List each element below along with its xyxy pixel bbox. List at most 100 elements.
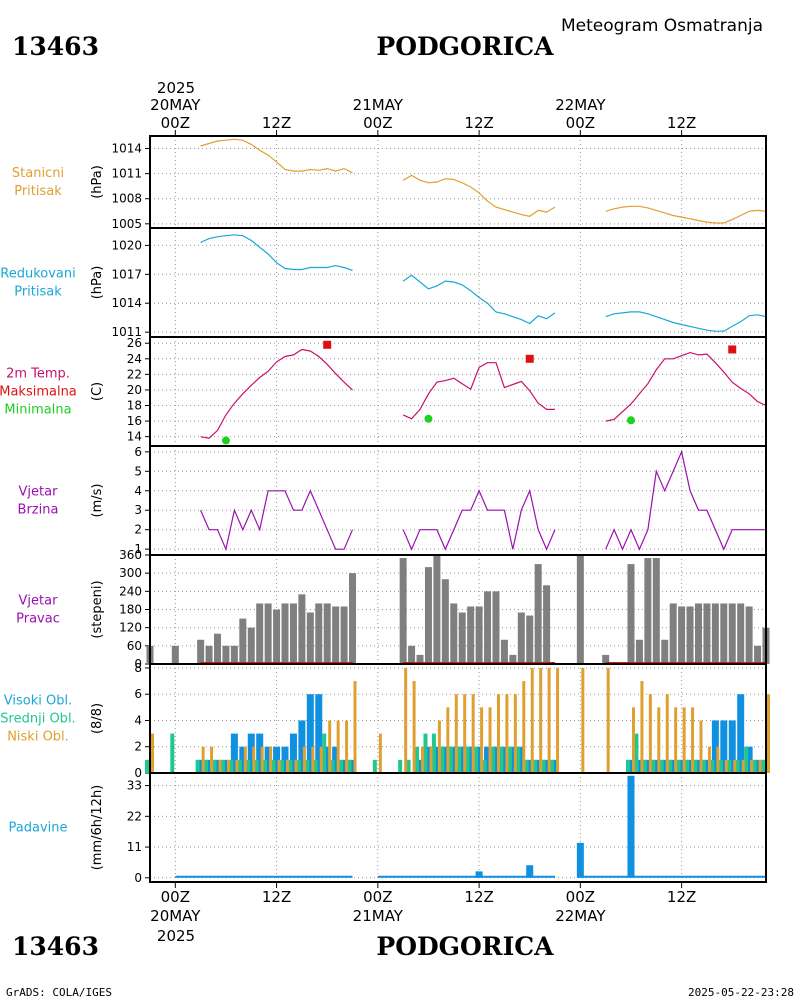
cloud-bar	[720, 720, 728, 773]
cloud-bar	[313, 759, 318, 773]
bar	[526, 615, 534, 664]
y-tick-label: 1005	[111, 217, 142, 231]
y-tick-label: 0	[134, 657, 142, 671]
bottom-year-label: 2025	[157, 927, 195, 945]
cloud-bar	[718, 759, 723, 773]
cloud-bar	[218, 759, 222, 773]
cloud-bar	[458, 746, 466, 773]
bar	[475, 871, 483, 878]
x-date-label-top: 22MAY	[555, 96, 606, 114]
bar	[711, 603, 719, 664]
panel-clouds: 0 2 4 6 8 (8/8) Visoki Obl. Srednji Obl. Niski O…	[0, 661, 770, 780]
panel-label: Vjetar	[19, 594, 59, 609]
y-tick-label: 6	[134, 445, 142, 459]
bar	[644, 558, 652, 664]
cloud-bar	[222, 759, 230, 773]
bar	[534, 564, 542, 664]
cloud-bar	[404, 667, 408, 773]
cloud-bar	[631, 707, 635, 773]
bar	[669, 603, 677, 664]
panel-label: Minimalna	[4, 403, 71, 418]
cloud-bar	[416, 759, 424, 773]
cloud-bar	[431, 733, 436, 773]
bar	[475, 606, 483, 664]
cloud-bar	[471, 694, 475, 773]
cloud-bar	[686, 759, 694, 773]
bar	[171, 645, 179, 664]
y-tick-label: 4	[134, 713, 142, 727]
panel-label: Maksimalna	[0, 385, 77, 400]
bar	[247, 627, 255, 664]
bar	[526, 865, 534, 878]
cloud-bar	[429, 746, 433, 773]
top-year-label: 2025	[157, 79, 195, 97]
meteogram-panels: 1005100810111014(hPa)StanicniPritisak101…	[0, 135, 770, 885]
y-tick-label: 0	[134, 871, 142, 885]
x-date-label-bottom: 22MAY	[555, 907, 606, 925]
y-tick-label: 2	[134, 523, 142, 537]
cloud-bar	[752, 759, 757, 773]
series-line	[402, 274, 556, 325]
cloud-bar	[340, 759, 348, 773]
y-tick-label: 16	[127, 414, 142, 428]
bar	[458, 612, 466, 664]
bar	[214, 633, 222, 664]
cloud-bar	[339, 759, 344, 773]
cloud-bar	[533, 759, 538, 773]
cloud-bar	[237, 759, 242, 773]
cloud-bar	[728, 720, 736, 773]
y-tick-label: 360	[119, 548, 142, 562]
y-tick-label: 11	[127, 840, 142, 854]
cloud-bar	[492, 746, 500, 773]
cloud-bar	[682, 707, 686, 773]
cloud-bar	[648, 694, 652, 773]
cloud-bar	[441, 746, 449, 773]
bar	[467, 606, 475, 664]
cloud-bar	[652, 759, 660, 773]
panel-frame	[149, 445, 767, 556]
cloud-bar	[550, 759, 555, 773]
cloud-bar	[170, 733, 175, 773]
bar	[627, 564, 635, 664]
x-tick-label-top: 12Z	[262, 114, 291, 132]
cloud-bar	[581, 667, 585, 773]
series-line	[200, 348, 353, 439]
y-tick-label: 8	[134, 661, 142, 675]
cloud-bar	[212, 759, 217, 773]
cloud-bar	[323, 746, 331, 773]
bar	[264, 603, 272, 664]
cloud-bar	[513, 694, 517, 773]
x-date-label-top: 21MAY	[353, 96, 404, 114]
cloud-bar	[424, 746, 432, 773]
panel-wind_dir: 0 60 120 180 240 300 360 (stepeni) Vjetar Pravac	[16, 548, 770, 671]
cloud-bar	[496, 694, 500, 773]
y-tick-label: 1011	[111, 167, 142, 181]
cloud-bar	[644, 759, 652, 773]
x-tick-label-top: 00Z	[363, 114, 392, 132]
cloud-bar	[306, 694, 314, 773]
cloud-bar	[750, 759, 754, 773]
y-tick-label: 33	[127, 779, 142, 793]
cloud-bar	[280, 759, 285, 773]
cloud-bar	[454, 694, 458, 773]
bar	[424, 567, 432, 664]
bar	[222, 645, 230, 664]
x-date-label-bottom: 20MAY	[150, 907, 201, 925]
cloud-bar	[286, 759, 290, 773]
bar	[484, 591, 492, 664]
panel-label: Padavine	[9, 821, 68, 836]
panel-label: Visoki Obl.	[4, 694, 72, 709]
cloud-bar	[201, 746, 205, 773]
cloud-bar	[210, 746, 214, 773]
cloud-bar	[711, 720, 719, 773]
bar	[745, 606, 753, 664]
credit-text: GrADS: COLA/IGES	[6, 986, 112, 999]
cloud-bar	[421, 746, 425, 773]
y-tick-label: 1014	[111, 296, 142, 310]
cloud-bar	[522, 681, 526, 773]
bar	[340, 606, 348, 664]
bar	[500, 639, 508, 664]
